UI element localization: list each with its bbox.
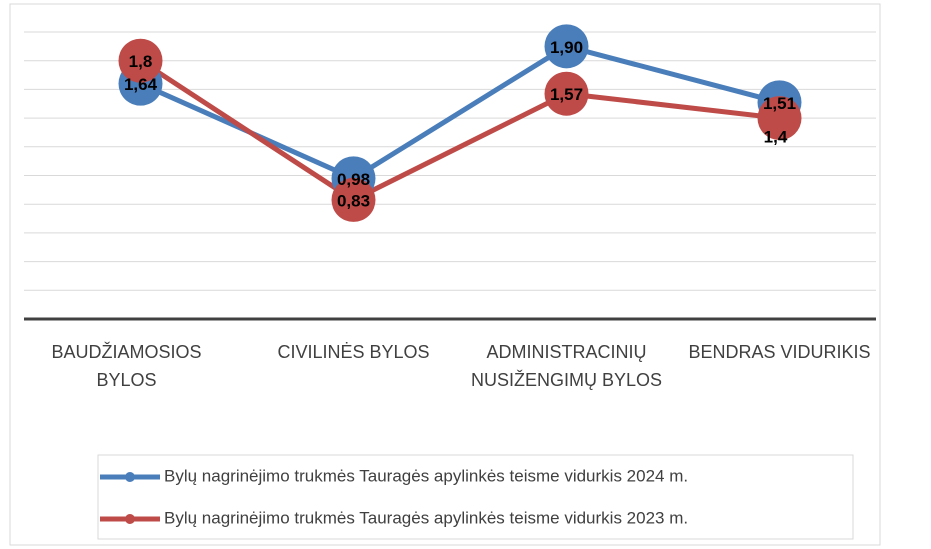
legend-marker	[125, 514, 135, 524]
data-label: 1,4	[764, 128, 788, 147]
x-tick-label: BENDRAS VIDURIKIS	[688, 342, 871, 362]
point-marker	[118, 38, 163, 83]
x-tick-label: BAUDŽIAMOSIOS BYLOS	[51, 342, 202, 390]
point-marker	[544, 24, 589, 69]
series-line	[139, 58, 780, 203]
legend-label: Bylų nagrinėjimo trukmės Tauragės apylin…	[164, 508, 688, 527]
point-marker	[757, 96, 802, 141]
legend-label: Bylų nagrinėjimo trukmės Tauragės apylin…	[164, 466, 688, 485]
chart-frame	[9, 3, 881, 546]
x-tick-label: CIVILINĖS BYLOS	[277, 342, 430, 362]
data-label: 0,98	[337, 170, 370, 189]
x-tick-label: ADMINISTRACINIŲ NUSIŽENGIMŲ BYLOS	[470, 342, 663, 390]
point-marker	[544, 71, 589, 116]
data-label: 1,64	[124, 75, 158, 94]
data-label: 1,51	[763, 94, 796, 113]
series-line	[139, 43, 781, 182]
data-label: 1,57	[550, 85, 583, 104]
point-marker	[331, 177, 376, 222]
legend-marker	[125, 472, 135, 482]
data-label: 1,90	[550, 38, 583, 57]
data-label: 1,8	[129, 52, 153, 71]
data-label: 0,83	[337, 191, 370, 210]
legend-box	[97, 454, 854, 540]
